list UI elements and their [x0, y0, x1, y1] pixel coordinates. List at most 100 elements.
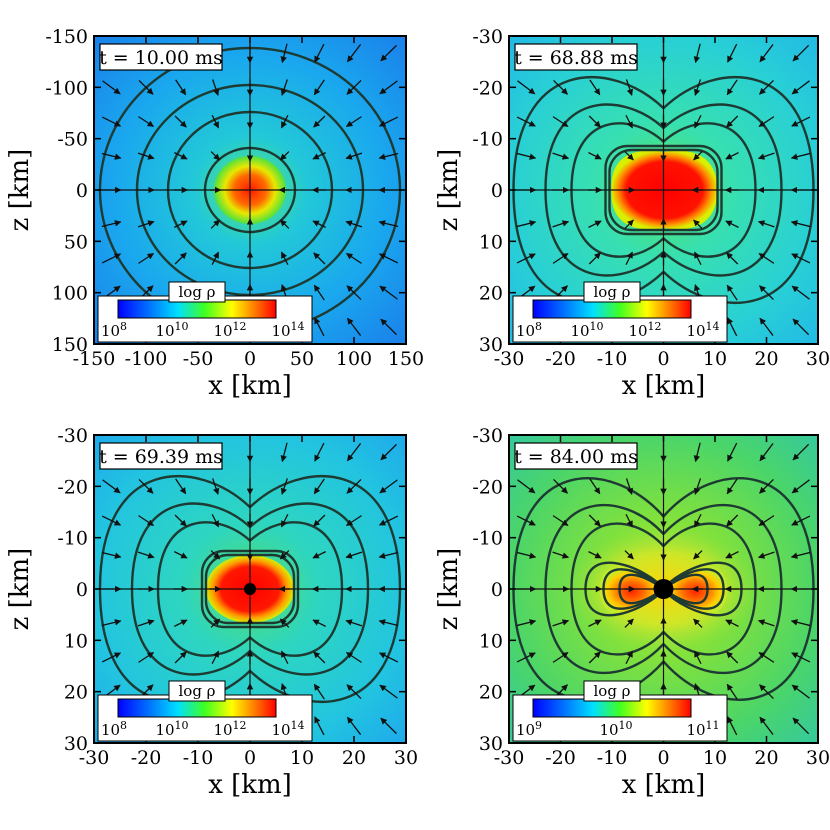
velocity-arrow	[211, 650, 220, 665]
velocity-arrow	[346, 79, 362, 95]
velocity-arrow	[345, 651, 362, 663]
x-tick-label: 0	[657, 747, 669, 769]
velocity-arrow	[624, 618, 634, 628]
velocity-arrow	[313, 651, 326, 664]
velocity-arrow	[210, 618, 221, 628]
velocity-arrow	[625, 79, 634, 96]
x-tick-label: 0	[244, 348, 256, 370]
colorbar-tick-label: 1012	[213, 320, 246, 340]
y-tick-label: 0	[491, 579, 503, 601]
velocity-arrow	[279, 219, 290, 229]
velocity-arrow	[346, 478, 362, 494]
time-label-box	[99, 43, 223, 71]
x-axis-label: x [km]	[622, 371, 706, 401]
velocity-arrow	[727, 716, 738, 736]
velocity-arrow	[174, 252, 187, 265]
velocity-arrow	[757, 152, 775, 160]
x-tick-label: -10	[597, 348, 628, 370]
velocity-arrow	[138, 515, 155, 527]
velocity-arrow	[758, 116, 775, 128]
velocity-arrow	[346, 44, 362, 63]
x-tick-label: -50	[183, 348, 214, 370]
velocity-arrow	[727, 317, 738, 337]
velocity-arrow	[588, 115, 601, 128]
y-tick-label: -20	[57, 476, 88, 498]
velocity-arrow	[101, 515, 122, 526]
velocity-arrow	[791, 80, 810, 95]
velocity-arrow	[210, 151, 221, 161]
velocity-arrow	[757, 220, 775, 228]
velocity-arrow	[175, 478, 187, 495]
colorbar-label: log ρ	[593, 283, 630, 301]
velocity-arrow	[516, 515, 536, 526]
y-axis-label: z [km]	[434, 149, 464, 232]
velocity-arrow	[693, 478, 702, 495]
velocity-arrow	[380, 717, 397, 735]
velocity-arrow	[211, 513, 220, 528]
velocity-arrow	[759, 443, 774, 462]
velocity-arrow	[280, 251, 289, 266]
velocity-arrow	[279, 618, 290, 628]
y-tick-label: 0	[76, 180, 88, 202]
y-tick-label: 150	[52, 334, 88, 356]
velocity-arrow	[758, 651, 775, 663]
velocity-arrow	[380, 443, 397, 461]
y-tick-label: -30	[57, 425, 88, 447]
y-tick-label: -30	[472, 425, 503, 447]
velocity-arrow	[101, 152, 122, 160]
x-axis-label: x [km]	[208, 770, 292, 800]
velocity-arrow	[726, 115, 739, 128]
velocity-arrow	[138, 651, 155, 663]
y-tick-label: 0	[491, 180, 503, 202]
velocity-arrow	[280, 43, 288, 64]
time-label: t = 69.39 ms	[99, 446, 223, 468]
colorbar-tick-label: 1014	[686, 320, 719, 340]
x-tick-label: 20	[342, 747, 366, 769]
velocity-arrow	[314, 317, 325, 337]
colorbar-tick-label: 1010	[155, 719, 188, 739]
time-label-box	[514, 43, 638, 71]
velocity-arrow	[693, 219, 703, 229]
velocity-arrow	[378, 220, 399, 228]
velocity-arrow	[792, 443, 810, 461]
x-tick-label: -100	[125, 348, 168, 370]
velocity-arrow	[378, 116, 399, 127]
y-axis-label: z [km]	[5, 149, 35, 232]
x-tick-label: -10	[183, 747, 214, 769]
velocity-arrow	[313, 252, 326, 265]
panel-top-left: -150 -100 -50 0 50 100 150-150-100-50050100150…	[5, 26, 424, 401]
velocity-arrow	[137, 220, 155, 228]
y-tick-label: -30	[472, 26, 503, 48]
velocity-arrow	[588, 252, 601, 265]
x-tick-label: 10	[703, 747, 727, 769]
velocity-arrow	[378, 152, 399, 160]
velocity-arrow	[345, 515, 362, 527]
velocity-arrow	[758, 515, 775, 527]
velocity-arrow	[726, 252, 739, 265]
velocity-arrow	[346, 684, 362, 700]
velocity-arrow	[101, 551, 122, 559]
colorbar-tick-label: 108	[101, 320, 127, 340]
x-tick-label: -20	[131, 747, 162, 769]
velocity-arrow	[694, 650, 702, 665]
y-tick-label: 30	[64, 733, 88, 755]
velocity-arrow	[345, 252, 362, 264]
velocity-arrow	[625, 114, 633, 129]
velocity-arrow	[280, 114, 289, 129]
velocity-arrow	[279, 151, 290, 161]
velocity-arrow	[693, 442, 701, 463]
velocity-arrow	[517, 479, 536, 494]
velocity-arrow	[588, 651, 601, 664]
velocity-arrow	[380, 44, 397, 62]
x-tick-label: 30	[806, 348, 830, 370]
velocity-arrow	[693, 151, 703, 161]
y-tick-label: 50	[64, 231, 88, 253]
velocity-arrow	[345, 551, 363, 559]
y-tick-label: -20	[472, 476, 503, 498]
x-tick-label: 10	[290, 747, 314, 769]
velocity-arrow	[792, 44, 810, 62]
velocity-arrow	[174, 619, 188, 627]
velocity-arrow	[138, 116, 155, 128]
x-tick-label: -30	[494, 348, 525, 370]
